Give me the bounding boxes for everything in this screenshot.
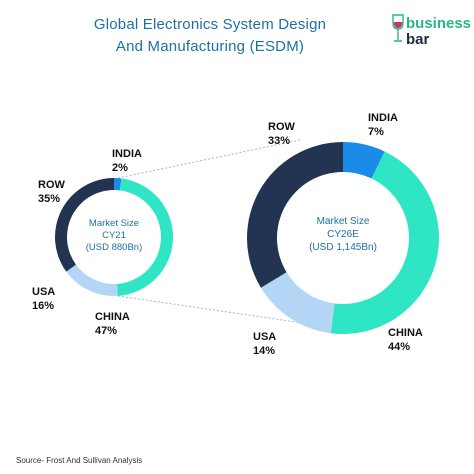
slice-value-india: 7% [368, 126, 384, 138]
slice-label-india: INDIA [112, 148, 142, 160]
logo-brand-line-1: business [406, 15, 472, 32]
slice-value-china: 44% [388, 341, 410, 353]
slice-label-usa: USA [253, 331, 276, 343]
center-text-line-2: CY26E [327, 229, 359, 240]
slice-row [246, 142, 343, 288]
center-text-line-3: (USD 1,145Bn) [309, 242, 377, 253]
slice-label-china: CHINA [388, 327, 423, 339]
slice-value-row: 33% [268, 135, 290, 147]
slice-india [114, 178, 122, 191]
slice-label-china: CHINA [95, 311, 130, 323]
slice-value-india: 2% [112, 162, 128, 174]
slice-label-usa: USA [32, 286, 55, 298]
slice-row [54, 178, 114, 272]
center-text-line-1: Market Size [89, 218, 139, 229]
slice-china [116, 178, 174, 296]
slice-value-row: 35% [38, 193, 60, 205]
slice-label-row: ROW [268, 121, 296, 133]
business-bar-logo: business bar [392, 14, 472, 50]
chart-title-line-1: Global Electronics System Design [93, 16, 327, 33]
slice-value-china: 47% [95, 325, 117, 337]
slice-usa [260, 272, 335, 334]
connector-line-1 [117, 139, 301, 179]
slice-india [343, 142, 385, 179]
chart-title: Global Electronics System Design And Man… [40, 14, 380, 58]
donut-cy21: INDIA 2% CHINA 47% USA 16% ROW 35% Market SizeCY… [32, 148, 174, 337]
center-text-line-3: (USD 880Bn) [86, 242, 143, 253]
slice-value-usa: 14% [253, 345, 275, 357]
slice-china [330, 151, 440, 335]
chart-connectors [117, 139, 331, 328]
wine-glass-icon [392, 14, 404, 42]
chart-title-line-2: And Manufacturing (ESDM) [115, 38, 305, 55]
center-text-line-2: CY21 [102, 230, 126, 241]
donut-cy26e: INDIA 7% CHINA 44% USA 14% ROW 33% Market Size CY… [246, 112, 440, 357]
slice-label-row: ROW [38, 179, 66, 191]
slice-label-india: INDIA [368, 112, 398, 124]
logo-brand-line-2: bar [406, 31, 430, 48]
slice-value-usa: 16% [32, 300, 54, 312]
slice-usa [66, 264, 118, 296]
source-note: Source- Frost And Sullivan Analysis [16, 456, 143, 465]
center-text-line-1: Market Size [317, 216, 370, 227]
